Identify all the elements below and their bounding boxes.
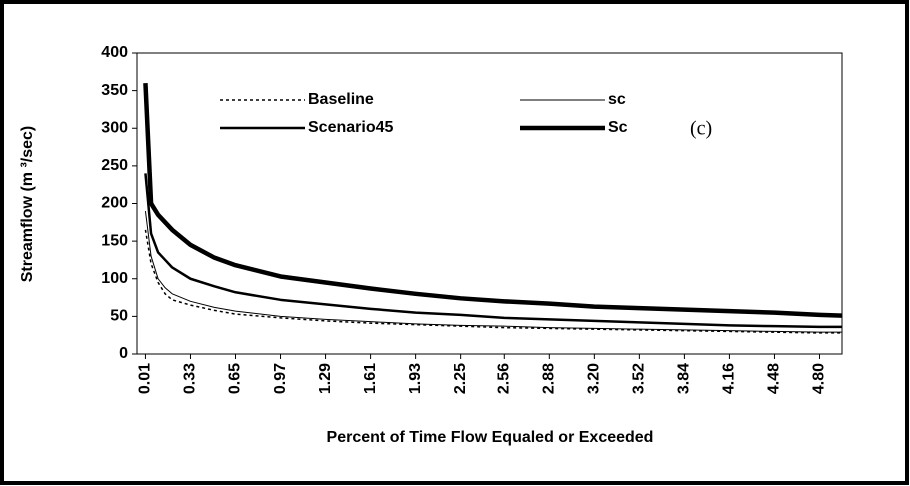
x-tick-label: 3.52 xyxy=(631,363,648,394)
x-tick-label: 4.16 xyxy=(721,363,738,394)
legend-label: sc xyxy=(608,91,626,108)
x-tick-label: 1.61 xyxy=(362,363,379,394)
x-tick-label: 0.65 xyxy=(227,363,244,394)
y-tick-label: 250 xyxy=(101,157,128,174)
x-axis-label: Percent of Time Flow Equaled or Exceeded xyxy=(327,429,654,446)
x-tick-label: 0.01 xyxy=(137,363,154,394)
y-tick-label: 150 xyxy=(101,232,128,249)
y-tick-label: 50 xyxy=(110,308,128,325)
annotation: (c) xyxy=(690,118,712,140)
x-tick-label: 2.25 xyxy=(452,363,469,394)
x-tick-label: 4.80 xyxy=(811,363,828,394)
y-tick-label: 350 xyxy=(101,82,128,99)
legend-label: Sc xyxy=(608,119,628,136)
legend-label: Baseline xyxy=(308,91,374,108)
y-tick-label: 200 xyxy=(101,195,128,212)
x-tick-label: 1.93 xyxy=(407,363,424,394)
x-tick-label: 1.29 xyxy=(317,363,334,394)
y-tick-label: 0 xyxy=(119,345,128,362)
legend-label: Scenario45 xyxy=(308,119,393,136)
x-tick-label: 3.20 xyxy=(586,363,603,394)
series-line xyxy=(144,229,842,334)
y-axis-label: Streamflow (m ³/sec) xyxy=(19,126,36,282)
x-tick-label: 3.84 xyxy=(676,363,693,394)
series-line xyxy=(143,82,843,318)
x-tick-label: 4.48 xyxy=(766,363,783,394)
x-tick-label: 0.33 xyxy=(182,363,199,394)
x-tick-label: 2.56 xyxy=(495,363,512,394)
x-tick-label: 2.88 xyxy=(541,363,558,394)
y-tick-label: 100 xyxy=(101,270,128,287)
y-tick-label: 400 xyxy=(101,44,128,61)
series-line xyxy=(144,210,842,333)
x-tick-label: 0.97 xyxy=(272,363,289,394)
series-line xyxy=(144,173,842,329)
y-tick-label: 300 xyxy=(101,119,128,136)
